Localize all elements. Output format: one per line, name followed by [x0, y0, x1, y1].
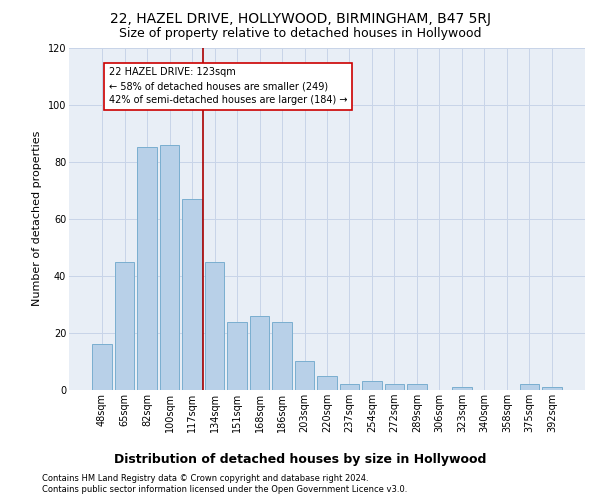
- Text: Distribution of detached houses by size in Hollywood: Distribution of detached houses by size …: [114, 452, 486, 466]
- Bar: [340, 384, 359, 390]
- Bar: [542, 387, 562, 390]
- Bar: [452, 387, 472, 390]
- Bar: [295, 362, 314, 390]
- Y-axis label: Number of detached properties: Number of detached properties: [32, 131, 42, 306]
- Text: Contains public sector information licensed under the Open Government Licence v3: Contains public sector information licen…: [42, 485, 407, 494]
- Bar: [407, 384, 427, 390]
- Bar: [272, 322, 292, 390]
- Text: Contains HM Land Registry data © Crown copyright and database right 2024.: Contains HM Land Registry data © Crown c…: [42, 474, 368, 483]
- Bar: [205, 262, 224, 390]
- Text: 22, HAZEL DRIVE, HOLLYWOOD, BIRMINGHAM, B47 5RJ: 22, HAZEL DRIVE, HOLLYWOOD, BIRMINGHAM, …: [110, 12, 491, 26]
- Bar: [160, 144, 179, 390]
- Bar: [250, 316, 269, 390]
- Bar: [182, 199, 202, 390]
- Bar: [92, 344, 112, 390]
- Text: 22 HAZEL DRIVE: 123sqm
← 58% of detached houses are smaller (249)
42% of semi-de: 22 HAZEL DRIVE: 123sqm ← 58% of detached…: [109, 68, 347, 106]
- Bar: [227, 322, 247, 390]
- Bar: [115, 262, 134, 390]
- Bar: [137, 148, 157, 390]
- Bar: [385, 384, 404, 390]
- Bar: [317, 376, 337, 390]
- Text: Size of property relative to detached houses in Hollywood: Size of property relative to detached ho…: [119, 28, 481, 40]
- Bar: [520, 384, 539, 390]
- Bar: [362, 382, 382, 390]
